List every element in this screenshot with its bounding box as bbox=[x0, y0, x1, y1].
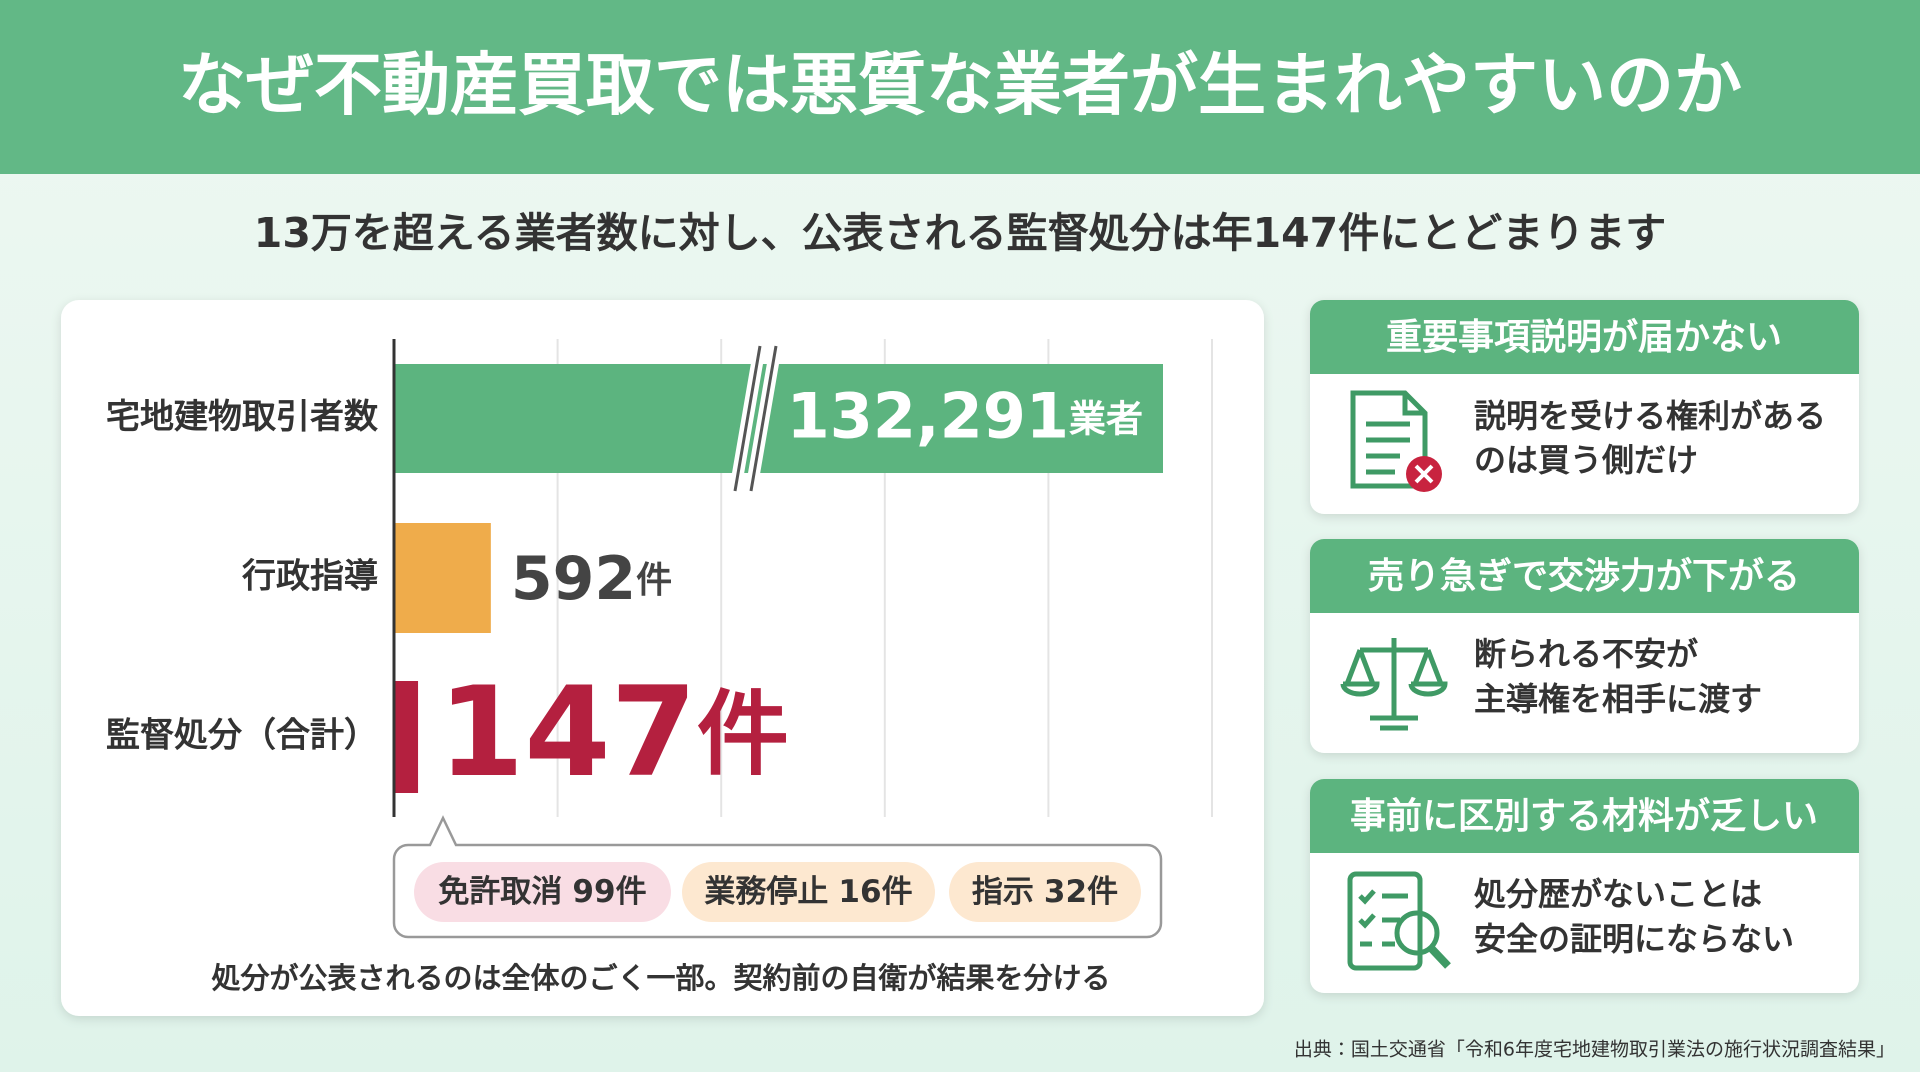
card-title: 事前に区別する材料が乏しい bbox=[1350, 796, 1818, 837]
card-text: 処分歴がないことは bbox=[1474, 875, 1762, 913]
bar bbox=[394, 364, 1163, 473]
breakdown-unit: 件 bbox=[1087, 874, 1118, 910]
card-header bbox=[1310, 300, 1859, 374]
header-band bbox=[0, 0, 1920, 174]
source: 出典：国土交通省「令和6年度宅地建物取引業法の施行状況調査結果」 bbox=[1294, 1039, 1895, 1061]
card-header bbox=[1310, 779, 1859, 853]
breakdown-value: 99 bbox=[572, 874, 615, 910]
card-text: 説明を受ける権利がある bbox=[1474, 397, 1826, 435]
value-number: 147 bbox=[438, 661, 697, 805]
breakdown-name: 指示 bbox=[972, 874, 1034, 910]
breakdown-label: 指示 32件 bbox=[972, 874, 1118, 910]
side-cards: 重要事項説明が届かない 説明を受ける権利がある のは買う側だけ 売り急ぎで交渉力… bbox=[1310, 300, 1859, 993]
breakdown-pill bbox=[949, 862, 1141, 922]
category-label: 監督処分（合計） bbox=[106, 716, 378, 756]
bar bbox=[394, 523, 491, 633]
value-number: 592 bbox=[511, 544, 636, 614]
value-unit: 件 bbox=[697, 681, 789, 788]
breakdown-value: 16 bbox=[838, 874, 881, 910]
breakdown-label: 業務停止 16件 bbox=[704, 874, 912, 910]
card-text: 主導権を相手に渡す bbox=[1474, 680, 1762, 718]
value-number: 132,291 bbox=[787, 380, 1069, 453]
x-mark bbox=[1414, 464, 1434, 484]
checklist-icon bbox=[1347, 871, 1451, 971]
breakdown-value: 32 bbox=[1044, 874, 1087, 910]
card: 重要事項説明が届かない 説明を受ける権利がある のは買う側だけ bbox=[1310, 300, 1859, 514]
category-label: 宅地建物取引者数 bbox=[106, 397, 378, 437]
category-label: 行政指導 bbox=[242, 557, 378, 597]
value-label: 132,291業者 bbox=[787, 380, 1143, 453]
card: 事前に区別する材料が乏しい 処分歴がないことは 安全の証明にならない bbox=[1310, 779, 1859, 993]
card-header bbox=[1310, 539, 1859, 613]
breakdown-unit: 件 bbox=[882, 874, 913, 910]
card: 売り急ぎで交渉力が下がる 断られる不安が 主導権を相手に渡す bbox=[1310, 539, 1859, 753]
value-label: 592件 bbox=[511, 544, 672, 614]
breakdown-label: 免許取消 99件 bbox=[438, 874, 646, 910]
value-label: 147件 bbox=[438, 661, 789, 805]
card-text: 断られる不安が bbox=[1474, 635, 1698, 673]
card-title: 重要事項説明が届かない bbox=[1386, 317, 1782, 358]
breakdown-unit: 件 bbox=[616, 874, 647, 910]
bar bbox=[394, 681, 419, 793]
scale-icon bbox=[1340, 638, 1448, 731]
subtitle: 13万を超える業者数に対し、公表される監督処分は年147件にとどまります bbox=[254, 209, 1666, 257]
chart-card bbox=[61, 300, 1264, 1016]
breakdown-name: 免許取消 bbox=[438, 874, 562, 910]
breakdown-name: 業務停止 bbox=[704, 874, 828, 910]
value-unit: 件 bbox=[636, 560, 672, 601]
breakdown-pill bbox=[414, 862, 671, 922]
breakdown-pill bbox=[682, 862, 935, 922]
card-text: のは買う側だけ bbox=[1474, 441, 1698, 479]
value-unit: 業者 bbox=[1069, 397, 1143, 440]
axis-break-line bbox=[733, 345, 778, 492]
chart-note: 処分が公表されるのは全体のごく一部。契約前の自衛が結果を分ける bbox=[211, 961, 1110, 995]
card-text: 安全の証明にならない bbox=[1474, 920, 1794, 958]
document-icon bbox=[1350, 390, 1428, 489]
card-title: 売り急ぎで交渉力が下がる bbox=[1368, 556, 1800, 597]
title: なぜ不動産買取では悪質な業者が生まれやすいのか bbox=[178, 47, 1742, 126]
